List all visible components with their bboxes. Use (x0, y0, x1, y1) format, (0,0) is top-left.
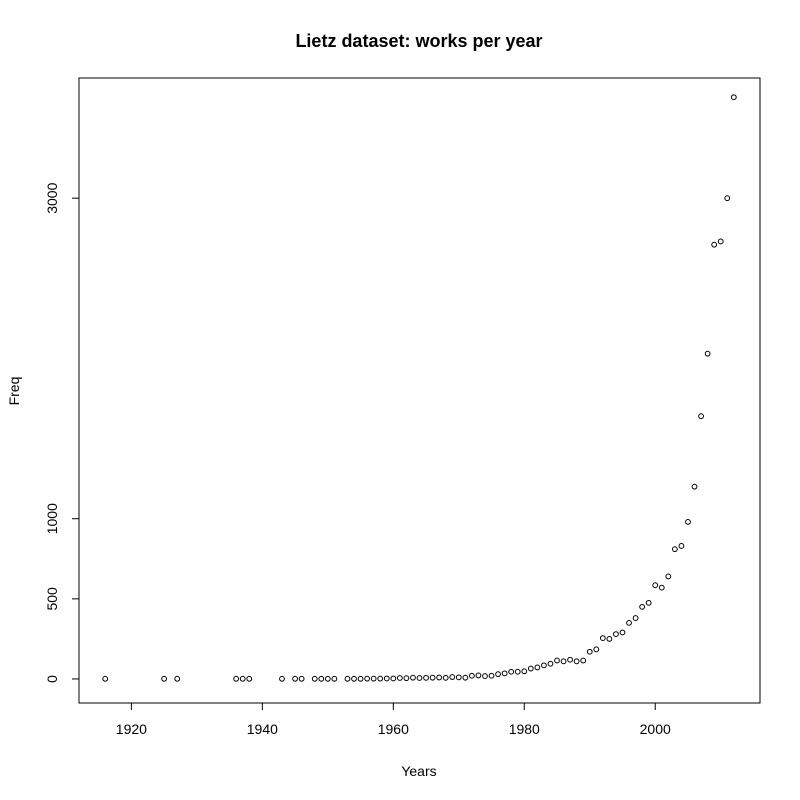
data-point (423, 674, 429, 681)
data-point (567, 656, 574, 663)
x-tick-label: 2000 (640, 721, 671, 737)
data-points (102, 94, 737, 682)
data-point (239, 675, 246, 682)
y-tick-label: 3000 (44, 182, 60, 213)
x-tick-label: 1960 (378, 721, 409, 737)
data-point (488, 672, 495, 679)
data-point (357, 675, 364, 682)
data-point (396, 675, 403, 681)
data-point (174, 675, 181, 682)
data-point (632, 615, 639, 621)
data-point (514, 668, 521, 675)
data-point (161, 675, 168, 682)
data-point (311, 675, 318, 682)
data-point (678, 543, 685, 549)
data-point (593, 646, 600, 653)
data-point (599, 635, 606, 641)
data-point (501, 670, 508, 677)
data-point (482, 673, 488, 679)
data-point (390, 675, 397, 682)
data-point (639, 603, 646, 610)
data-point (416, 675, 423, 681)
data-point (495, 671, 501, 678)
data-point (626, 619, 632, 626)
data-point (429, 674, 436, 681)
chart-title: Lietz dataset: works per year (295, 31, 542, 51)
data-point (547, 660, 554, 667)
data-point (711, 241, 718, 248)
data-point (468, 672, 475, 679)
data-point (724, 195, 731, 202)
data-point (508, 668, 515, 675)
data-point (298, 675, 305, 682)
data-point (410, 674, 416, 681)
y-axis-label: Freq (6, 377, 22, 406)
y-axis: 0 500 1000 3000 (44, 182, 80, 683)
data-point (475, 672, 482, 679)
x-axis-label: Years (401, 763, 436, 779)
y-tick-label: 1000 (44, 503, 60, 534)
data-point (383, 675, 390, 682)
data-point (351, 675, 357, 682)
data-point (455, 674, 462, 681)
data-point (344, 675, 351, 682)
data-point (541, 662, 547, 669)
data-point (246, 675, 253, 682)
data-point (658, 584, 665, 591)
data-point (102, 675, 109, 682)
data-point (652, 582, 659, 589)
data-point (436, 674, 443, 681)
x-axis: 1920 1940 1960 1980 2000 (116, 702, 671, 737)
data-point (331, 675, 338, 682)
x-tick-label: 1980 (509, 721, 540, 737)
data-point (619, 629, 626, 636)
data-point (560, 658, 567, 665)
data-point (704, 350, 711, 357)
data-point (554, 657, 560, 664)
data-point (665, 573, 672, 580)
data-point (462, 674, 469, 681)
data-point (685, 519, 691, 525)
data-point (233, 675, 240, 682)
data-point (324, 675, 331, 682)
data-point (364, 675, 371, 682)
data-point (606, 635, 613, 642)
data-point (279, 675, 285, 682)
data-point (377, 675, 384, 682)
plot-frame (78, 77, 761, 704)
data-point (691, 483, 698, 490)
data-point (292, 675, 298, 682)
data-point (442, 674, 449, 681)
data-point (527, 665, 534, 672)
data-point (370, 675, 377, 682)
data-point (534, 664, 541, 671)
data-point (613, 631, 619, 637)
x-tick-label: 1940 (247, 721, 278, 737)
data-point (580, 657, 587, 664)
data-point (698, 413, 704, 420)
data-point (586, 648, 593, 655)
data-point (730, 94, 737, 101)
y-tick-label: 0 (44, 675, 60, 683)
data-point (521, 668, 528, 675)
data-point (645, 599, 652, 606)
x-tick-label: 1920 (116, 721, 147, 737)
data-point (573, 658, 580, 665)
data-point (318, 675, 325, 682)
data-point (671, 546, 678, 553)
data-point (403, 675, 410, 682)
data-point (717, 238, 724, 245)
data-point (449, 674, 456, 680)
y-tick-label: 500 (44, 587, 60, 611)
